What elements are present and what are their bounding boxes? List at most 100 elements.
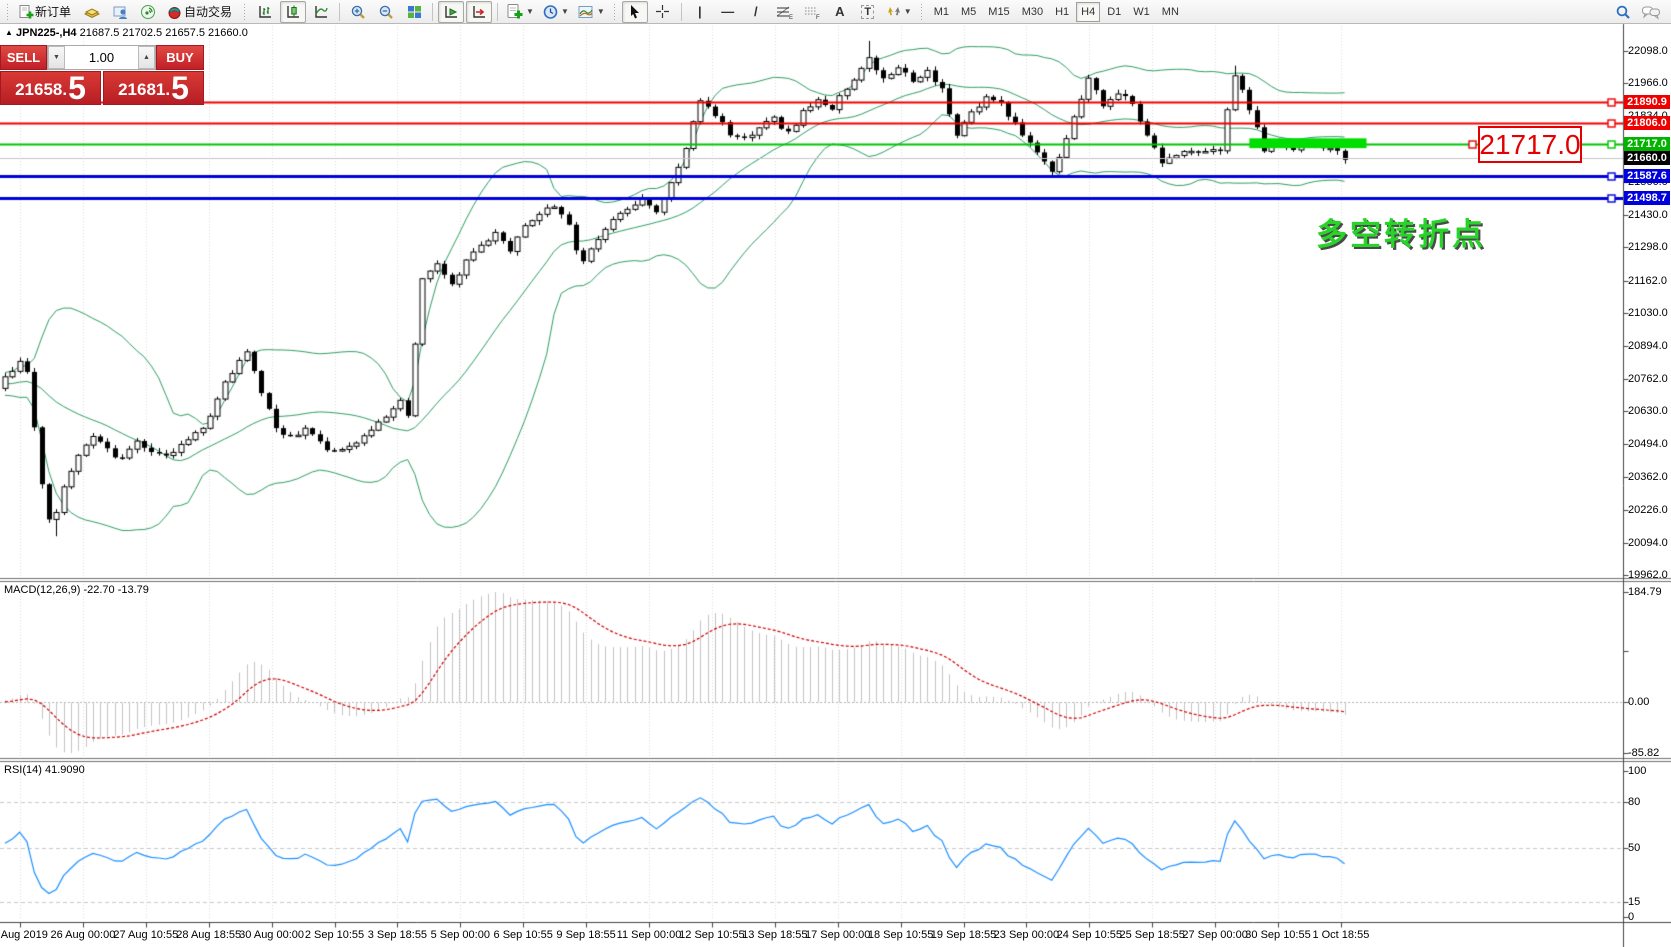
symbol-period-label: JPN225-,H4 <box>15 27 77 39</box>
zoom-out-icon <box>378 4 395 20</box>
fibonacci-icon: E <box>775 4 793 20</box>
cursor-tool-button[interactable] <box>621 0 648 23</box>
vertical-line-tool-button[interactable]: | <box>687 1 713 23</box>
signal-button[interactable] <box>135 1 161 23</box>
zoom-in-button[interactable] <box>345 1 371 23</box>
bar-chart-mode-button[interactable] <box>252 1 278 23</box>
volume-input[interactable] <box>65 46 138 69</box>
sell-price-main: 21658. <box>15 80 68 99</box>
clock-icon <box>542 4 559 20</box>
toolbar-separator <box>680 2 682 21</box>
price-level-badge[interactable]: 21890.9 <box>1624 94 1670 109</box>
time-axis-label: 5 Sep 00:00 <box>430 929 490 941</box>
timeframe-button-h4[interactable]: H4 <box>1076 1 1101 22</box>
new-order-button[interactable]: 新订单 <box>15 1 77 23</box>
price-level-badge[interactable]: 21660.0 <box>1624 151 1670 166</box>
buy-button[interactable]: BUY <box>156 45 204 70</box>
search-button[interactable] <box>1610 1 1636 23</box>
price-axis-tick-label: 20362.0 <box>1628 470 1668 483</box>
timeframe-button-m30[interactable]: M30 <box>1021 5 1044 18</box>
rsi-scale-label: 100 <box>1628 765 1647 778</box>
crosshair-tool-button[interactable] <box>650 1 676 23</box>
autotrade-button[interactable]: 自动交易 <box>163 1 238 23</box>
toolbar-drag-handle[interactable] <box>243 3 248 20</box>
time-axis-label: 13 Sep 18:55 <box>742 929 808 941</box>
indicators-button[interactable]: ▼ <box>503 1 537 23</box>
chat-bubbles-icon <box>1641 4 1661 20</box>
price-callout-box[interactable]: 21717.0 <box>1478 126 1582 163</box>
rsi-scale-label: 15 <box>1628 895 1641 908</box>
price-level-badge[interactable]: 21806.0 <box>1624 115 1670 130</box>
chart-shift-button[interactable] <box>466 0 493 23</box>
time-axis-label: 9 Sep 18:55 <box>556 929 616 941</box>
text-tool-button[interactable]: A <box>827 1 853 23</box>
timeframe-button-m1[interactable]: M1 <box>933 5 949 18</box>
rsi-label: RSI(14) 41.9090 <box>4 764 85 776</box>
collapse-triangle-icon[interactable]: ▲ <box>5 28 13 37</box>
price-axis-tick-label: 22098.0 <box>1628 45 1668 57</box>
time-axis-label: 25 Sep 18:55 <box>1119 929 1185 941</box>
market-watch-button[interactable] <box>107 1 133 23</box>
time-axis-label: 28 Aug 18:55 <box>176 929 242 941</box>
time-axis-label: 30 Aug 00:00 <box>239 929 305 941</box>
chat-button[interactable] <box>1638 1 1664 23</box>
arrows-tool-button[interactable]: ▼ <box>883 1 915 23</box>
chart-shift-icon <box>471 4 488 20</box>
sell-price[interactable]: 21658. 5 <box>0 71 101 105</box>
cursor-icon <box>628 4 642 19</box>
toolbar-right-group <box>1609 1 1665 23</box>
line-chart-mode-button[interactable] <box>308 1 334 23</box>
bar-chart-icon <box>257 4 274 20</box>
history-center-button[interactable] <box>79 1 105 23</box>
indicators-icon <box>506 3 524 20</box>
new-order-label: 新订单 <box>35 5 72 19</box>
chart-header: ▲ JPN225-,H4 21687.5 21702.5 21657.5 216… <box>5 27 248 39</box>
periods-button[interactable]: ▼ <box>539 1 572 23</box>
chinese-annotation[interactable]: 多空转折点 <box>1316 217 1486 252</box>
dropdown-caret-icon: ▼ <box>526 7 534 16</box>
time-axis-label: 23 Sep 00:00 <box>993 929 1060 941</box>
buy-price-main: 21681. <box>118 80 171 99</box>
horizontal-line-tool-button[interactable]: — <box>715 1 741 23</box>
timeframe-button-mn[interactable]: MN <box>1161 5 1179 18</box>
price-level-badge[interactable]: 21717.0 <box>1624 137 1670 152</box>
toolbar-drag-handle[interactable] <box>612 3 617 20</box>
templates-button[interactable]: ▼ <box>574 1 608 23</box>
candlestick-mode-button[interactable] <box>280 0 307 23</box>
toolbar-separator <box>432 2 434 21</box>
tile-windows-button[interactable] <box>401 1 427 23</box>
sell-price-last-digit: 5 <box>68 70 86 106</box>
timeframe-button-m5[interactable]: M5 <box>961 5 977 18</box>
timeframe-group: M1 M5 M15 M30 H1 H4 D1 W1 MN <box>928 1 1185 22</box>
volume-decrease-button[interactable]: ▼ <box>48 46 65 69</box>
buy-price[interactable]: 21681. 5 <box>103 71 204 105</box>
timeframe-button-h1[interactable]: H1 <box>1055 5 1070 18</box>
one-click-trading-panel: SELL ▼ ▲ BUY 21658.5 21681.5 <box>0 45 204 105</box>
toolbar-drag-handle[interactable] <box>919 3 924 20</box>
price-axis-tick-label: 21966.0 <box>1628 77 1668 90</box>
label-tool-button[interactable]: T <box>855 1 881 23</box>
fibonacci-tool-button[interactable]: E <box>771 1 797 23</box>
search-icon <box>1615 4 1632 20</box>
toolbar-separator <box>339 2 341 21</box>
dropdown-caret-icon: ▼ <box>560 7 569 16</box>
price-level-badge[interactable]: 21498.7 <box>1624 191 1670 206</box>
sell-button[interactable]: SELL <box>0 45 47 70</box>
trendline-tool-button[interactable]: / <box>743 1 769 23</box>
toolbar-drag-handle[interactable] <box>6 3 10 20</box>
price-level-badge[interactable]: 21587.6 <box>1624 169 1670 184</box>
volume-increase-button[interactable]: ▲ <box>138 46 155 69</box>
timeframe-button-w1[interactable]: W1 <box>1133 5 1150 18</box>
zoom-out-button[interactable] <box>373 1 399 23</box>
timeframe-button-m15[interactable]: M15 <box>988 5 1010 18</box>
zoom-in-icon <box>350 4 367 20</box>
signal-icon <box>140 4 156 20</box>
macd-scale-label: 0.00 <box>1628 696 1650 708</box>
auto-scroll-button[interactable] <box>438 0 465 23</box>
channels-tool-button[interactable]: F <box>799 1 825 23</box>
label-icon: T <box>861 4 875 19</box>
timeframe-button-d1[interactable]: D1 <box>1107 5 1122 18</box>
time-axis-label: 19 Sep 18:55 <box>930 929 997 941</box>
auto-scroll-icon <box>443 4 460 20</box>
